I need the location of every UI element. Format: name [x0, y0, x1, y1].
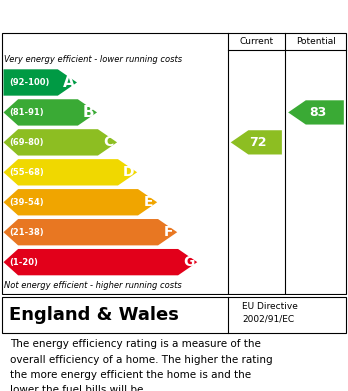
Text: (1-20): (1-20)	[10, 258, 39, 267]
Polygon shape	[3, 99, 97, 126]
Text: A: A	[63, 75, 74, 90]
Text: E: E	[144, 195, 153, 209]
Text: Current: Current	[239, 37, 274, 46]
Polygon shape	[3, 189, 157, 215]
Polygon shape	[3, 159, 137, 185]
Polygon shape	[231, 130, 282, 154]
Text: Very energy efficient - lower running costs: Very energy efficient - lower running co…	[4, 55, 182, 64]
Text: G: G	[183, 255, 194, 269]
Text: (55-68): (55-68)	[10, 168, 45, 177]
Polygon shape	[3, 219, 177, 246]
Text: EU Directive
2002/91/EC: EU Directive 2002/91/EC	[242, 302, 298, 324]
Text: C: C	[103, 135, 113, 149]
Text: Not energy efficient - higher running costs: Not energy efficient - higher running co…	[4, 280, 182, 289]
Text: (92-100): (92-100)	[10, 78, 50, 87]
Text: B: B	[82, 105, 94, 120]
Polygon shape	[3, 69, 77, 96]
Text: 83: 83	[309, 106, 326, 119]
Text: Energy Efficiency Rating: Energy Efficiency Rating	[9, 9, 219, 23]
Text: (81-91): (81-91)	[10, 108, 44, 117]
Text: D: D	[123, 165, 134, 179]
Text: F: F	[164, 225, 173, 239]
Text: (21-38): (21-38)	[10, 228, 44, 237]
Text: (39-54): (39-54)	[10, 198, 44, 207]
Text: 72: 72	[249, 136, 267, 149]
Polygon shape	[3, 129, 117, 156]
Polygon shape	[3, 249, 197, 275]
Text: Potential: Potential	[296, 37, 336, 46]
Text: England & Wales: England & Wales	[9, 306, 179, 324]
Text: The energy efficiency rating is a measure of the
overall efficiency of a home. T: The energy efficiency rating is a measur…	[10, 339, 273, 391]
Polygon shape	[288, 100, 344, 125]
Text: (69-80): (69-80)	[10, 138, 44, 147]
